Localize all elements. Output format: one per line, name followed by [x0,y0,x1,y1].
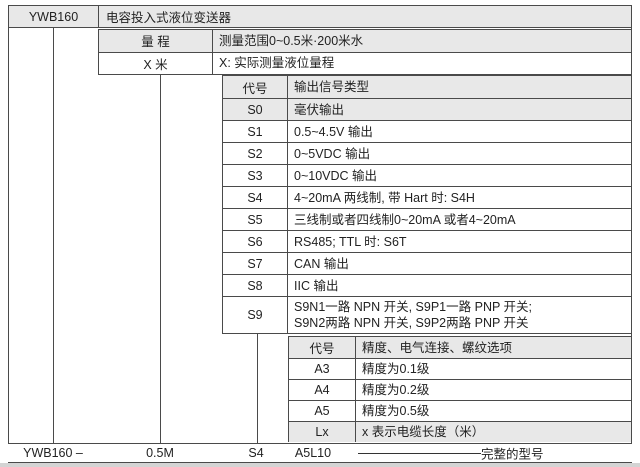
model-code-cell: YWB160 [9,6,99,27]
signal-desc-cell: S9N1一路 NPN 开关, S9P1一路 PNP 开关; S9N2两路 NPN… [294,300,533,330]
option-table-header: 代号 精度、电气连接、螺纹选项 [289,337,631,358]
signal-row: S3 0~10VDC 输出 [223,164,631,186]
signal-desc-cell: 三线制或者四线制0~20mA 或者4~20mA [294,212,516,227]
range-label-cell: 量 程 [99,30,213,52]
signal-table-header: 代号 输出信号类型 [223,76,631,98]
range-desc-cell: X: 实际测量液位量程 [219,56,335,71]
signal-type-table: 代号 输出信号类型 S0 毫伏输出 S1 0.5~4.5V 输出 S2 0~5V… [222,75,632,334]
connector-line-range [160,74,161,443]
signal-row: S4 4~20mA 两线制, 带 Hart 时: S4H [223,186,631,208]
signal-row: S6 RS485; TTL 时: S6T [223,230,631,252]
example-label: 完整的型号 [481,447,544,462]
signal-row: S0 毫伏输出 [223,98,631,120]
option-code-cell: Lx [289,422,356,442]
option-code-cell: A4 [289,380,356,400]
option-row: A3 精度为0.1级 [289,358,631,379]
accuracy-option-table: 代号 精度、电气连接、螺纹选项 A3 精度为0.1级 A4 精度为0.2级 A5… [288,336,632,442]
option-code-cell: A5 [289,401,356,421]
code-header-cell: 代号 [289,337,356,358]
signal-code-cell: S7 [223,253,288,274]
signal-desc-cell: 毫伏输出 [294,102,345,117]
signal-desc-cell: IIC 输出 [294,278,339,293]
signal-row: S1 0.5~4.5V 输出 [223,120,631,142]
range-label-cell: X 米 [99,52,213,74]
signal-code-cell: S1 [223,121,288,142]
example-range: 0.5M [146,446,174,460]
example-model: YWB160 – [23,446,83,460]
signal-code-cell: S9 [223,297,288,333]
signal-desc-cell: 4~20mA 两线制, 带 Hart 时: S4H [294,190,475,205]
example-signal: S4 [248,446,264,460]
range-desc-cell: 测量范围0~0.5米·200米水 [219,33,364,48]
option-desc-cell: x 表示电缆长度（米） [362,425,485,439]
code-header-cell: 代号 [223,76,288,98]
signal-row: S8 IIC 输出 [223,274,631,296]
option-desc-cell: 精度为0.1级 [362,362,430,376]
signal-row: S2 0~5VDC 输出 [223,142,631,164]
signal-desc-cell: 0~5VDC 输出 [294,146,371,161]
option-desc-cell: 精度为0.2级 [362,383,430,397]
example-order-row: YWB160 – 0.5M S4 A5L10 完整的型号 [8,443,632,462]
signal-row: S9 S9N1一路 NPN 开关, S9P1一路 PNP 开关; S9N2两路 … [223,296,631,333]
option-row: A5 精度为0.5级 [289,400,631,421]
signal-code-cell: S4 [223,187,288,208]
range-row: 量 程 测量范围0~0.5米·200米水 [99,30,631,52]
range-row: X 米 X: 实际测量液位量程 [99,51,631,74]
connector-line-signal [257,334,258,443]
signal-code-cell: S6 [223,231,288,252]
signal-desc-cell: 0~10VDC 输出 [294,168,378,183]
signal-code-cell: S0 [223,99,288,120]
product-name-cell: 电容投入式液位变送器 [106,11,232,25]
option-code-cell: A3 [289,359,356,379]
signal-code-cell: S5 [223,209,288,230]
signal-code-cell: S8 [223,275,288,296]
connector-line-model [53,27,54,443]
option-row: A4 精度为0.2级 [289,379,631,400]
range-block: 量 程 测量范围0~0.5米·200米水 X 米 X: 实际测量液位量程 [98,29,632,75]
option-desc-cell: 精度为0.5级 [362,404,430,418]
signal-desc-cell: 0.5~4.5V 输出 [294,124,373,139]
signal-row: S5 三线制或者四线制0~20mA 或者4~20mA [223,208,631,230]
page-bottom-strip [0,463,640,467]
desc-header-cell: 精度、电气连接、螺纹选项 [362,340,513,355]
signal-desc-cell: RS485; TTL 时: S6T [294,234,407,249]
title-row: YWB160 电容投入式液位变送器 [8,5,632,28]
signal-desc-cell: CAN 输出 [294,256,349,271]
desc-header-cell: 输出信号类型 [294,80,370,94]
signal-code-cell: S3 [223,165,288,186]
signal-row: S7 CAN 输出 [223,252,631,274]
example-options: A5L10 [294,446,332,460]
option-row: Lx x 表示电缆长度（米） [289,421,631,442]
signal-code-cell: S2 [223,143,288,164]
example-dash-line [358,453,481,454]
